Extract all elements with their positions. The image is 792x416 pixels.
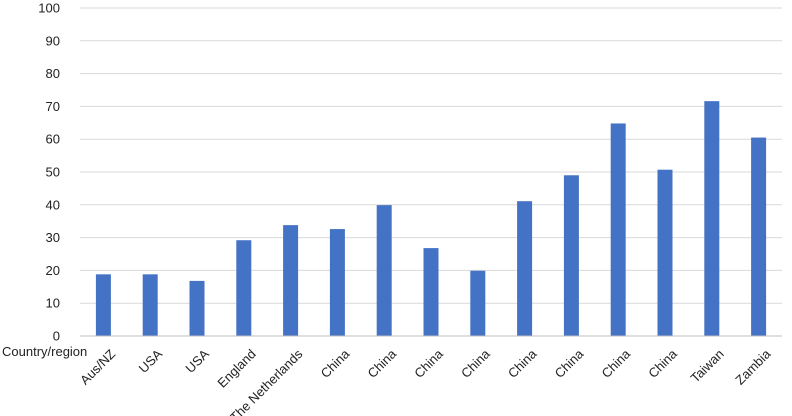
x-category-label: England (214, 346, 258, 390)
bars (95, 101, 767, 337)
x-category-label: China (318, 346, 353, 381)
bar (610, 123, 626, 337)
y-tick-label: 10 (46, 296, 60, 311)
gridlines (80, 7, 782, 304)
bar (470, 270, 486, 336)
bar (142, 274, 158, 336)
x-category-label: USA (136, 346, 166, 376)
x-category-label: China (552, 346, 587, 381)
bar (657, 169, 673, 336)
y-tick-label: 30 (46, 230, 60, 245)
y-tick-label: 70 (46, 99, 60, 114)
x-category-label: China (598, 346, 633, 381)
x-category-label: China (645, 346, 680, 381)
x-axis-label: Country/region (2, 344, 87, 359)
x-category-label: China (505, 346, 540, 381)
bar (423, 248, 439, 336)
bar (517, 201, 533, 336)
bar (376, 205, 392, 336)
x-category-label: USA (182, 346, 212, 376)
bar (329, 229, 345, 336)
y-tick-label: 60 (46, 132, 60, 147)
bar (563, 175, 579, 336)
y-tick-label: 90 (46, 33, 60, 48)
y-tick-label: 50 (46, 165, 60, 180)
bar (704, 101, 720, 336)
y-tick-label: 0 (53, 329, 60, 344)
bar (189, 280, 205, 336)
bar (283, 225, 299, 336)
y-tick-label: 100 (38, 1, 60, 16)
bar (95, 274, 111, 336)
x-category-label: China (458, 346, 493, 381)
x-category-label: China (411, 346, 446, 381)
y-tick-label: 40 (46, 197, 60, 212)
y-axis-ticks: 0 10 20 30 40 50 60 70 80 90 100 (38, 1, 60, 344)
x-category-label: Taiwan (687, 346, 726, 385)
bar (751, 137, 767, 336)
y-tick-label: 20 (46, 263, 60, 278)
y-tick-label: 80 (46, 66, 60, 81)
x-category-label: Zambia (732, 346, 774, 388)
bar (236, 240, 252, 336)
x-category-label: China (364, 346, 399, 381)
